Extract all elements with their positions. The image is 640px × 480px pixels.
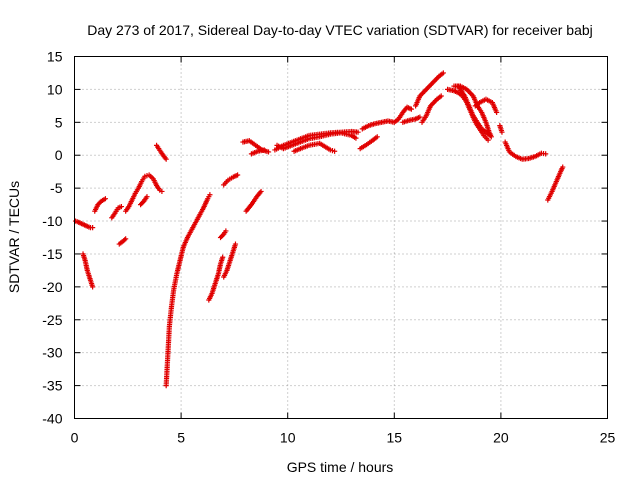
data-series-b [80, 251, 96, 290]
data-point [485, 137, 491, 143]
x-tick-label: 25 [600, 430, 616, 446]
y-tick-label: -5 [50, 180, 63, 196]
y-tick-label: -25 [42, 312, 62, 328]
x-tick-label: 20 [493, 430, 509, 446]
x-axis-label: GPS time / hours [287, 459, 394, 475]
y-tick-label: -20 [42, 279, 62, 295]
data-point [90, 284, 96, 290]
data-series-j [206, 254, 226, 303]
y-tick-label: -30 [42, 345, 62, 361]
data-point [494, 109, 500, 116]
data-series-g [137, 194, 150, 208]
y-tick-label: 15 [47, 49, 63, 65]
data-point [440, 70, 446, 76]
data-series-y [445, 86, 491, 143]
data-point [223, 228, 229, 234]
y-tick-label: 5 [55, 114, 63, 130]
data-series-aa [455, 83, 493, 139]
data-point [232, 241, 239, 247]
data-point [543, 151, 549, 157]
chart-title: Day 273 of 2017, Sidereal Day-to-day VTE… [87, 22, 593, 38]
data-series-p [248, 147, 267, 157]
data-point [90, 225, 96, 231]
data-point [258, 188, 264, 195]
y-tick-label: -35 [42, 378, 62, 394]
axis-ticks: 0 5 10 15 20 25 15 10 5 0 -5 -10 -15 -20 -25 -30 -35 -40 [42, 49, 615, 446]
x-tick-label: 5 [177, 430, 185, 446]
data-series-l [221, 241, 239, 280]
x-tick-label: 15 [387, 430, 403, 446]
data-point [234, 172, 241, 178]
data-series-k [217, 228, 229, 241]
data-point [438, 93, 444, 99]
y-tick-label: -15 [42, 246, 62, 262]
data-series-x [419, 93, 444, 125]
data-point [220, 232, 226, 238]
grid [74, 56, 608, 419]
data-point [140, 199, 146, 205]
plot-frame [74, 56, 608, 419]
data-point [332, 148, 338, 154]
data-point [487, 132, 493, 139]
data-series-n [243, 188, 264, 214]
data-series-m [221, 172, 241, 188]
data-series-c [92, 196, 109, 214]
data-point [374, 134, 380, 140]
data-point [355, 129, 361, 135]
data-point [144, 194, 150, 200]
data-series-i [163, 192, 213, 389]
y-axis-label: SDTVAR / TECUs [6, 181, 22, 293]
data-point [163, 156, 169, 162]
data-point [261, 147, 267, 153]
data-series-ab [472, 96, 500, 116]
data-series-h [153, 142, 169, 162]
y-tick-label: 10 [47, 81, 63, 97]
data-series-v [400, 114, 423, 125]
y-tick-label: -40 [42, 411, 62, 427]
data-series-ad [502, 139, 549, 162]
data-series-r [272, 128, 361, 153]
data-series-d [109, 203, 125, 221]
x-tick-label: 10 [280, 430, 296, 446]
data-point [417, 114, 423, 120]
data-point [122, 237, 128, 243]
data-point [353, 135, 359, 141]
y-tick-label: 0 [55, 147, 63, 163]
data-series-w [413, 70, 446, 109]
data-point [220, 254, 226, 260]
data-point [560, 164, 566, 170]
data-point [408, 106, 414, 112]
data-series-ae [545, 164, 566, 203]
data-point [102, 196, 109, 202]
data-series-e [116, 236, 129, 247]
x-tick-label: 0 [71, 430, 79, 446]
data-point [123, 236, 129, 242]
y-tick-label: -10 [42, 213, 62, 229]
data-point [159, 188, 165, 195]
data-series-ac [497, 123, 505, 135]
data-series-t [357, 134, 380, 152]
data-series-u [359, 104, 414, 132]
data-point [207, 192, 213, 198]
data-series-a [72, 218, 96, 231]
data-point [499, 129, 505, 135]
data-points [72, 70, 566, 389]
data-point [118, 203, 125, 210]
data-series-f [123, 172, 165, 214]
data-point [265, 149, 272, 155]
data-series-s [291, 140, 338, 154]
